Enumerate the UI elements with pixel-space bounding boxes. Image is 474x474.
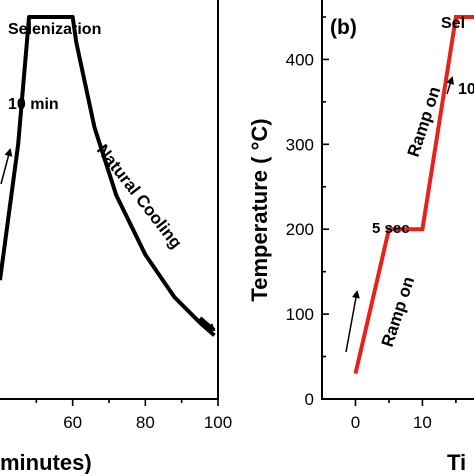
panel-a-x-tick-label-100: 100 (204, 413, 232, 432)
panel-b-frame (321, 0, 474, 400)
panel-a-x-tick-labels: 60 80 100 (63, 413, 232, 432)
panel-b-y-tick-label-200: 200 (286, 220, 314, 239)
panel-a-x-ticks (35, 399, 219, 406)
panel-b-y-tick-label-300: 300 (286, 135, 314, 154)
panel-a-x-axis-label: minutes) (0, 450, 92, 474)
panel-b-ramp-arrow-lower (345, 290, 360, 353)
panel-b-y-tick-label-100: 100 (286, 305, 314, 324)
panel-b-ramp-arrow-upper (446, 76, 455, 95)
panel-b-x-axis-label: Ti (447, 450, 466, 474)
panel-a-temperature-curve (0, 14, 216, 337)
panel-a: 60 80 100 Selenization 10 min Natural Cool… (0, 0, 232, 474)
panel-b-selenization-label: Sel (441, 15, 465, 32)
panel-a-selenization-label: Selenization (8, 21, 101, 38)
panel-b-x-ticks (354, 399, 457, 406)
panel-a-ramp-arrow (0, 148, 13, 185)
panel-b-10-label: 10 (458, 81, 474, 98)
panel-a-x-tick-label-80: 80 (136, 413, 155, 432)
panel-b-y-tick-label-0: 0 (305, 390, 314, 409)
panel-b-y-ticks (322, 16, 329, 400)
panel-b-ramp-on-lower: Ramp on (378, 274, 419, 349)
panel-b-y-tick-label-400: 400 (286, 50, 314, 69)
panel-a-natural-cooling-label: Natural Cooling (93, 141, 186, 252)
panel-a-x-tick-label-60: 60 (63, 413, 82, 432)
panel-a-frame (0, 0, 219, 400)
panel-a-10min-label: 10 min (8, 96, 59, 113)
panel-b-y-axis-label: Temperature ( °C) (247, 118, 272, 301)
panel-b-temperature-curve (353, 14, 474, 374)
panel-b-5sec-label: 5 sec (372, 220, 410, 237)
panel-b-x-tick-label-0: 0 (351, 413, 360, 432)
panel-a-cooling-arrow (198, 316, 216, 332)
panel-b-label: (b) (330, 16, 357, 39)
panel-b-y-tick-labels: 0 100 200 300 400 (286, 50, 314, 409)
panel-b-x-tick-label-10: 10 (413, 413, 432, 432)
panel-b-x-tick-labels: 0 10 (351, 413, 432, 432)
